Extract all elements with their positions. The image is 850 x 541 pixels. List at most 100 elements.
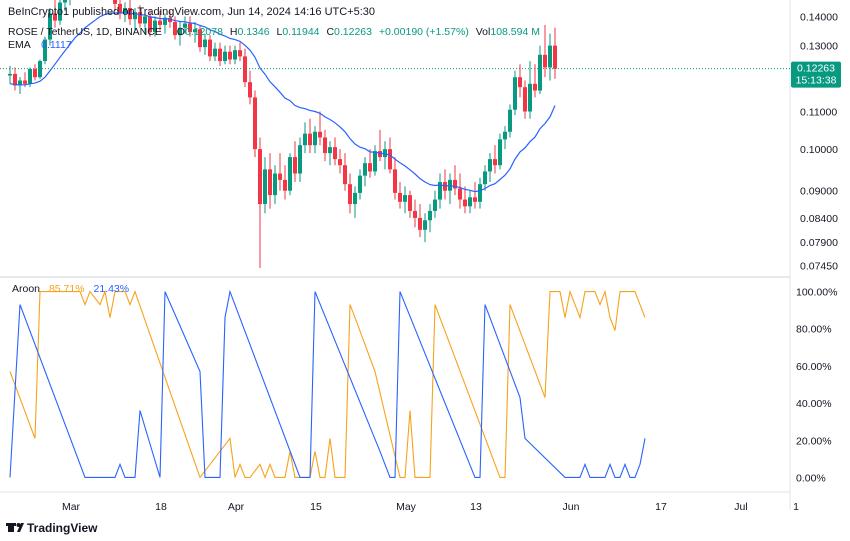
candle-body (523, 87, 527, 112)
candle-body (348, 184, 352, 205)
candle-body (423, 220, 427, 230)
candle-body (373, 151, 377, 172)
tradingview-logo-text: TradingView (27, 521, 98, 535)
candle-body (493, 159, 497, 166)
aroon-tick-label: 60.00% (796, 361, 832, 373)
x-tick-label: 13 (470, 501, 482, 513)
candle-body (478, 184, 482, 202)
candle-body (418, 217, 422, 230)
candle-body (53, 13, 57, 21)
candle-body (408, 195, 412, 211)
candle-body (278, 173, 282, 180)
candle-body (158, 20, 162, 25)
aroon-down-line (9, 289, 646, 478)
aroon-down-value: 21.43% (94, 283, 130, 295)
candle-body (173, 22, 177, 36)
aroon-up-value: 85.71% (49, 283, 85, 295)
candle-body (263, 169, 267, 205)
candle-body (353, 192, 357, 205)
x-tick-label: 1 (793, 501, 799, 513)
candle-body (38, 61, 42, 78)
candle-body (518, 77, 522, 88)
publisher-text: BeInCrypto1 published on TradingView.com… (8, 6, 375, 18)
ohlc-close: 0.12263 (334, 26, 372, 38)
candle-body (188, 23, 192, 33)
aroon-tick-label: 40.00% (796, 398, 832, 410)
candle-body (268, 169, 272, 196)
candle-body (273, 173, 277, 196)
candle-body (233, 50, 237, 60)
candle-body (213, 48, 217, 57)
ohlc-open: 0.12078 (185, 26, 223, 38)
candle-body (243, 56, 247, 83)
candle-body (318, 131, 322, 138)
price-tick-label: 0.09000 (800, 186, 838, 198)
ema-label: EMA (8, 39, 31, 51)
candle-body (223, 51, 227, 62)
candle-body (458, 188, 462, 200)
candle-body (463, 199, 467, 207)
ohlc-low: 0.11944 (282, 26, 319, 38)
candle-body (298, 145, 302, 174)
candle-body (218, 48, 222, 62)
candle-body (378, 151, 382, 158)
candle-body (438, 182, 442, 200)
price-tick-label: 0.11000 (800, 107, 837, 119)
aroon-legend[interactable]: Aroon 85.71% 21.43% (12, 283, 129, 295)
candle-body (433, 199, 437, 211)
candle-body (133, 12, 137, 20)
candle-body (203, 39, 207, 48)
tradingview-logo[interactable]: TradingView (6, 521, 98, 535)
ohlc-low-label: L (276, 26, 282, 38)
candle-body (183, 23, 187, 28)
symbol-name: ROSE / TetherUS, 1D, BINANCE (8, 26, 162, 38)
price-tick-label: 0.07450 (800, 260, 838, 272)
ema-value: 0.1117 (41, 39, 72, 51)
candle-body (168, 17, 172, 23)
symbol-legend[interactable]: ROSE / TetherUS, 1D, BINANCE O0.12078 H0… (8, 26, 540, 38)
ema-line (9, 12, 556, 193)
candle-body (543, 54, 547, 68)
aroon-up-line (9, 289, 646, 479)
candle-body (383, 149, 387, 158)
price-badge-bg (791, 61, 841, 88)
candle-body (123, 8, 127, 14)
candle-body (388, 149, 392, 170)
candle-body (508, 109, 512, 132)
x-tick-label: Jul (734, 501, 747, 513)
candle-body (323, 137, 327, 154)
candle-body (428, 210, 432, 221)
price-tick-label: 0.08400 (800, 213, 838, 225)
candle-body (333, 147, 337, 160)
ema-legend[interactable]: EMA 0.1117 (8, 39, 72, 51)
candle-body (33, 69, 37, 78)
candle-body (253, 97, 257, 150)
candle-body (393, 169, 397, 193)
aroon-tick-label: 20.00% (796, 435, 832, 447)
x-tick-label: May (396, 501, 417, 513)
candle-body (248, 82, 252, 98)
ohlc-close-label: C (326, 26, 334, 38)
candle-body (198, 29, 202, 48)
aroon-tick-label: 100.00% (796, 287, 837, 299)
x-tick-label: Apr (228, 501, 245, 513)
candle-body (503, 131, 507, 140)
price-tick-label: 0.07900 (800, 237, 838, 249)
x-tick-label: Mar (62, 501, 81, 513)
candle-body (283, 179, 287, 191)
volume-value: 108.594 M (490, 26, 540, 38)
candle-body (28, 69, 32, 84)
candle-body (58, 2, 62, 21)
candle-body (18, 80, 22, 86)
candle-body (208, 39, 212, 57)
price-tick-label: 0.13000 (800, 41, 838, 53)
x-tick-label: 17 (655, 501, 667, 513)
candle-body (293, 157, 297, 174)
candle-body (118, 3, 122, 14)
candle-body (368, 163, 372, 172)
candle-body (403, 195, 407, 202)
candle-body (113, 0, 117, 4)
candle-body (23, 80, 27, 84)
candle-body (288, 157, 292, 191)
